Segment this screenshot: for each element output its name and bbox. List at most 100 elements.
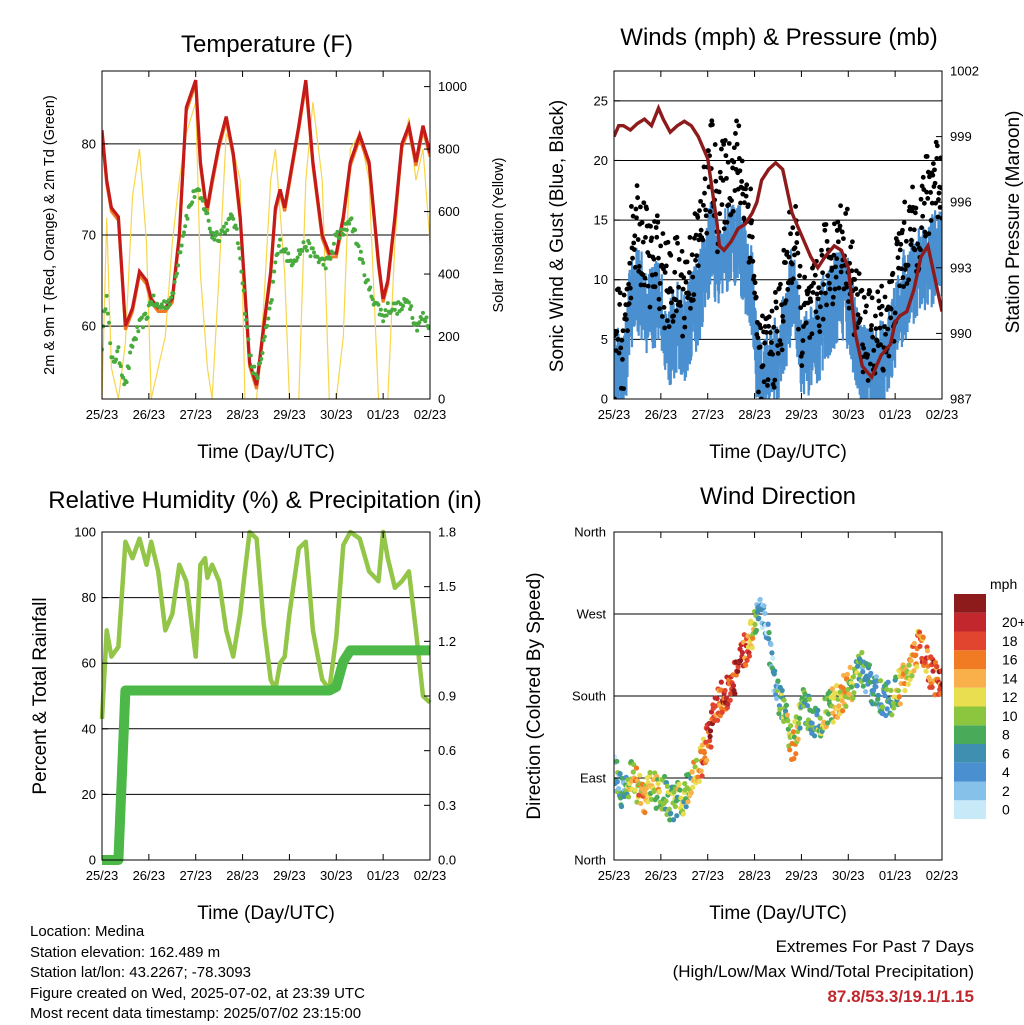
direction-point	[895, 688, 902, 694]
direction-point	[770, 655, 776, 661]
gust-point	[765, 383, 770, 388]
direction-point	[683, 804, 689, 810]
dewpoint-point	[169, 295, 174, 300]
gust-point	[614, 329, 620, 334]
gust-point	[767, 330, 773, 335]
direction-point	[739, 649, 745, 656]
gust-point	[771, 385, 777, 390]
direction-point	[636, 792, 642, 798]
extremes-box: Extremes For Past 7 Days (High/Low/Max W…	[673, 934, 974, 1009]
gust-point	[774, 305, 779, 311]
direction-point	[664, 783, 671, 789]
dewpoint-point	[328, 256, 333, 261]
dewpoint-point	[192, 195, 197, 200]
rh-x-tick-label: 30/23	[320, 868, 353, 883]
direction-y-tick-label: North	[574, 525, 606, 540]
gust-point	[653, 225, 659, 230]
direction-point	[784, 712, 790, 718]
direction-point	[817, 715, 823, 721]
rh-panel: Relative Humidity (%) & Precipitation (i…	[30, 487, 482, 924]
gust-point	[802, 274, 808, 280]
winds-x-tick-label: 30/23	[832, 407, 865, 422]
direction-point	[645, 799, 651, 805]
winds-x-tick-label: 27/23	[691, 407, 724, 422]
gust-point	[775, 350, 781, 356]
direction-point	[938, 691, 942, 697]
gust-point	[688, 305, 693, 311]
gust-point	[844, 284, 850, 290]
gust-point	[897, 247, 903, 253]
direction-point	[617, 771, 623, 777]
gust-point	[739, 179, 745, 184]
gust-point	[760, 313, 765, 319]
dewpoint-point	[335, 229, 340, 234]
pressure-y-tick-label: 993	[950, 260, 972, 275]
gust-point	[658, 243, 664, 249]
direction-point	[783, 702, 790, 708]
direction-point	[654, 794, 660, 800]
direction-point	[693, 757, 700, 763]
gust-point	[693, 257, 698, 263]
gust-point	[843, 211, 849, 216]
dewpoint-point	[395, 311, 400, 316]
wind-direction-y-label: Direction (Colored By Speed)	[524, 572, 545, 819]
direction-point	[782, 708, 789, 714]
gust-point	[938, 185, 942, 191]
gust-point	[644, 206, 650, 212]
gust-point	[936, 190, 942, 196]
gust-point	[628, 295, 634, 301]
direction-point	[735, 664, 741, 670]
gust-point	[656, 296, 662, 302]
gust-point	[833, 264, 838, 270]
rh-axes: 0 20 40 60 80 100 0.0 0.3 0.6 0.9 1.2 1.5 1.8 25/23 26…	[74, 525, 456, 884]
speed-legend-swatch	[954, 706, 986, 726]
direction-point	[642, 809, 648, 816]
dewpoint-point	[183, 224, 188, 229]
direction-point	[704, 757, 710, 763]
gust-point	[757, 344, 763, 350]
gust-point	[673, 297, 679, 303]
direction-point	[867, 679, 873, 685]
direction-point	[765, 621, 771, 627]
dewpoint-point	[410, 316, 415, 321]
gust-point	[904, 281, 910, 286]
dewpoint-point	[197, 188, 202, 193]
gust-point	[760, 363, 766, 368]
dewpoint-point	[384, 313, 389, 318]
direction-point	[863, 689, 869, 695]
dewpoint-point	[290, 261, 295, 266]
dewpoint-point	[409, 304, 414, 309]
dewpoint-point	[295, 255, 300, 260]
dewpoint-point	[185, 216, 190, 221]
direction-point	[779, 687, 785, 694]
gust-point	[766, 323, 772, 329]
direction-point	[756, 615, 762, 621]
rh-y-tick-label: 60	[82, 656, 96, 671]
gust-point	[716, 189, 722, 195]
dewpoint-point	[308, 254, 313, 259]
gust-point	[634, 183, 640, 189]
dewpoint-point	[238, 256, 243, 261]
gust-point	[900, 227, 905, 233]
rh-y-tick-label: 40	[82, 721, 96, 736]
extremes-title: Extremes For Past 7 Days	[775, 937, 974, 956]
direction-point	[850, 695, 856, 701]
dewpoint-point	[233, 223, 238, 228]
dewpoint-point	[383, 308, 388, 313]
dewpoint-point	[178, 250, 183, 255]
dewpoint-point	[115, 349, 120, 354]
dewpoint-point	[330, 251, 335, 256]
precip-y-tick-label: 1.8	[438, 525, 456, 540]
gust-point	[670, 318, 676, 324]
direction-point	[631, 761, 637, 768]
dewpoint-point	[286, 251, 291, 256]
created-text: Figure created on Wed, 2025-07-02, at 23…	[30, 984, 365, 1002]
gust-point	[815, 315, 820, 321]
dewpoint-point	[423, 319, 428, 324]
gust-point	[790, 276, 796, 282]
direction-point	[804, 703, 811, 709]
gust-point	[898, 241, 904, 247]
gust-point	[783, 260, 788, 265]
direction-point	[769, 650, 775, 656]
gust-point	[925, 195, 931, 201]
